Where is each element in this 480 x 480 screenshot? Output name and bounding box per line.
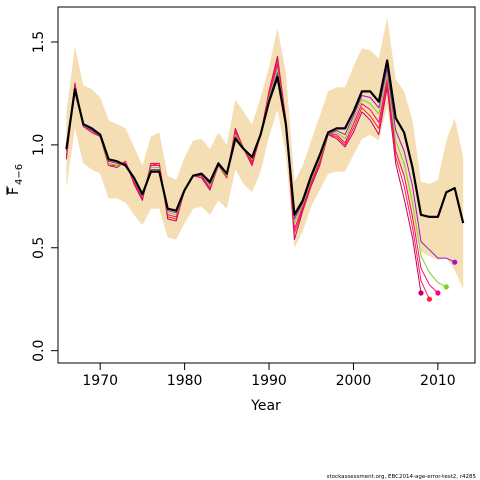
x-tick-label: 1970 (82, 373, 118, 389)
x-tick-label: 1980 (167, 373, 203, 389)
y-axis-title-text: F (6, 187, 22, 195)
series-end-point-peel_3 (435, 290, 441, 296)
y-tick-label: 0.5 (31, 237, 47, 259)
x-axis: 1970 1980 1990 2000 2010 (82, 363, 456, 389)
y-tick-label: 1.5 (31, 31, 47, 53)
series-end-point-peel_4 (426, 296, 432, 302)
x-tick-label: 1990 (251, 373, 287, 389)
y-tick-label: 1.0 (31, 134, 47, 156)
main-series-line (65, 59, 465, 224)
plot-frame (57, 6, 476, 364)
series-end-point-peel_1 (452, 259, 458, 265)
y-axis-title: F 4−6 (6, 164, 25, 195)
series-end-point-peel_2 (443, 284, 449, 290)
y-tick-label: 0.0 (31, 340, 47, 362)
y-axis-title-subscript: 4−6 (14, 164, 25, 185)
x-axis-title: Year (250, 398, 281, 414)
retro-series-line-peel_4 (65, 60, 430, 300)
series-end-point-peel_5 (418, 290, 424, 296)
footnote: stockassessment.org, EBC2014-age-error-t… (327, 474, 477, 480)
y-axis: 0.0 0.5 1.0 1.5 (31, 31, 58, 362)
x-tick-label: 2010 (420, 373, 456, 389)
x-tick-label: 2000 (336, 373, 372, 389)
plot-area (65, 17, 465, 302)
confidence-band (66, 17, 464, 289)
